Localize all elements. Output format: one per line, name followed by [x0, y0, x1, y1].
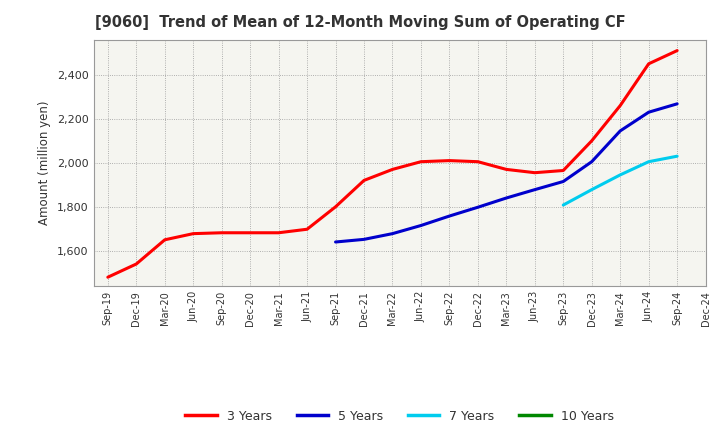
Legend: 3 Years, 5 Years, 7 Years, 10 Years: 3 Years, 5 Years, 7 Years, 10 Years: [181, 405, 618, 428]
Y-axis label: Amount (million yen): Amount (million yen): [38, 101, 51, 225]
Text: [9060]  Trend of Mean of 12-Month Moving Sum of Operating CF: [9060] Trend of Mean of 12-Month Moving …: [95, 15, 625, 30]
